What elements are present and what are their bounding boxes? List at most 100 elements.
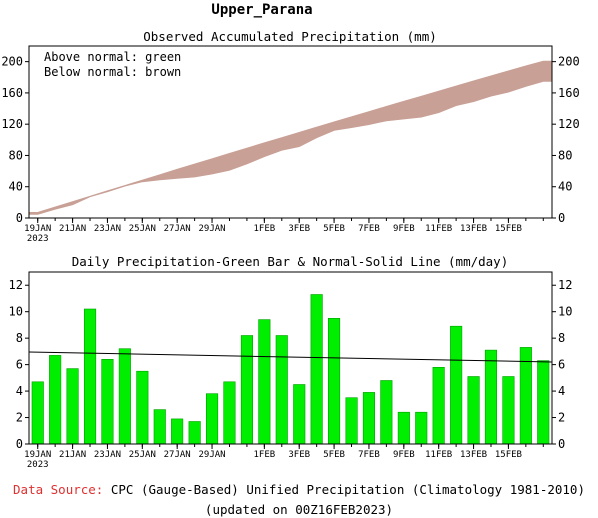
x-tick-label: 7FEB bbox=[358, 224, 380, 234]
y-tick-label-right: 8 bbox=[558, 331, 565, 345]
x-tick-label: 3FEB bbox=[288, 450, 310, 460]
x-tick-label: 5FEB bbox=[323, 224, 345, 234]
daily-bar bbox=[118, 348, 131, 445]
daily-bar bbox=[327, 317, 341, 445]
y-tick-label-left: 6 bbox=[16, 358, 23, 372]
y-tick-label-left: 2 bbox=[16, 411, 23, 425]
daily-bar bbox=[223, 381, 236, 445]
daily-bar bbox=[380, 380, 393, 445]
source-label: Data Source: bbox=[13, 482, 103, 497]
daily-chart-title: Daily Precipitation-Green Bar & Normal-S… bbox=[72, 254, 509, 269]
x-tick-label: 25JAN bbox=[129, 224, 156, 234]
x-tick-label: 29JAN bbox=[199, 224, 226, 234]
y-tick-label-left: 10 bbox=[9, 305, 23, 319]
y-tick-label-left: 40 bbox=[9, 180, 23, 194]
x-tick-label: 13FEB bbox=[460, 450, 487, 460]
x-tick-label: 9FEB bbox=[393, 450, 415, 460]
y-tick-label-left: 80 bbox=[9, 148, 23, 162]
daily-bar bbox=[101, 358, 114, 445]
daily-bar bbox=[188, 421, 201, 445]
y-tick-label-right: 6 bbox=[558, 358, 565, 372]
normal-line bbox=[28, 351, 553, 363]
x-tick-label: 11FEB bbox=[425, 450, 452, 460]
daily-bar bbox=[84, 308, 97, 445]
x-tick-label: 25JAN bbox=[129, 450, 156, 460]
x-tick-label: 11FEB bbox=[425, 224, 452, 234]
y-tick-label-right: 0 bbox=[558, 211, 565, 225]
y-tick-label-left: 12 bbox=[9, 278, 23, 292]
y-tick-label-left: 8 bbox=[16, 331, 23, 345]
daily-bar bbox=[240, 335, 253, 445]
daily-bar bbox=[136, 370, 149, 445]
x-tick-label: 1FEB bbox=[254, 224, 276, 234]
daily-bar bbox=[397, 411, 410, 445]
daily-plot-frame bbox=[28, 271, 553, 445]
y-tick-label-right: 40 bbox=[558, 180, 572, 194]
x-tick-label: 29JAN bbox=[199, 450, 226, 460]
x-tick-label: 27JAN bbox=[164, 224, 191, 234]
y-tick-label-left: 200 bbox=[1, 55, 23, 69]
daily-bar bbox=[206, 393, 219, 445]
daily-bar bbox=[258, 319, 271, 445]
daily-precip-chart: Daily Precipitation-Green Bar & Normal-S… bbox=[9, 254, 573, 470]
y-tick-label-right: 200 bbox=[558, 55, 580, 69]
x-tick-label: 23JAN bbox=[94, 224, 121, 234]
accumulated-chart-title: Observed Accumulated Precipitation (mm) bbox=[143, 29, 437, 44]
x-tick-label: 21JAN bbox=[59, 224, 86, 234]
accumulated-axes: 0 0 40 40 80 80 120 120 160 160 200 200 19JAN 21JAN 23… bbox=[1, 55, 579, 244]
daily-bar bbox=[345, 397, 358, 445]
daily-bar bbox=[275, 335, 288, 445]
y-tick-label-left: 4 bbox=[16, 384, 23, 398]
daily-bar bbox=[484, 349, 498, 445]
x-tick-label: 7FEB bbox=[358, 450, 380, 460]
daily-bar bbox=[432, 366, 445, 445]
footer-source: Data Source: CPC (Gauge-Based) Unified P… bbox=[13, 482, 585, 497]
daily-bar bbox=[66, 368, 79, 445]
y-tick-label-left: 0 bbox=[16, 211, 23, 225]
y-tick-label-left: 120 bbox=[1, 117, 23, 131]
x-tick-label: 15FEB bbox=[495, 450, 522, 460]
y-tick-label-right: 160 bbox=[558, 86, 580, 100]
daily-bar bbox=[153, 409, 166, 445]
accumulated-plot-frame bbox=[28, 45, 553, 219]
y-tick-label-right: 120 bbox=[558, 117, 580, 131]
y-tick-label-left: 0 bbox=[16, 437, 23, 451]
daily-bar bbox=[293, 384, 306, 445]
daily-bar bbox=[415, 411, 428, 445]
source-text: CPC (Gauge-Based) Unified Precipitation … bbox=[111, 482, 585, 497]
x-tick-label: 21JAN bbox=[59, 450, 86, 460]
daily-bar bbox=[502, 376, 515, 445]
x-year-label: 2023 bbox=[27, 234, 49, 244]
annotation-above-normal: Above normal: green bbox=[44, 50, 181, 64]
y-tick-label-right: 4 bbox=[558, 384, 565, 398]
x-tick-label: 27JAN bbox=[164, 450, 191, 460]
x-tick-label: 3FEB bbox=[288, 224, 310, 234]
x-tick-label: 5FEB bbox=[323, 450, 345, 460]
y-tick-label-right: 80 bbox=[558, 148, 572, 162]
daily-bar bbox=[49, 355, 62, 445]
accumulated-difference-area bbox=[28, 60, 553, 215]
x-tick-label: 9FEB bbox=[393, 224, 415, 234]
y-tick-label-left: 160 bbox=[1, 86, 23, 100]
daily-bar bbox=[362, 392, 376, 445]
x-tick-label: 19JAN bbox=[24, 450, 51, 460]
x-year-label: 2023 bbox=[27, 460, 49, 470]
x-tick-label: 15FEB bbox=[495, 224, 522, 234]
updated-text: (updated on 00Z16FEB2023) bbox=[205, 502, 393, 517]
daily-bar bbox=[537, 360, 550, 445]
y-tick-label-right: 2 bbox=[558, 411, 565, 425]
x-tick-label: 19JAN bbox=[24, 224, 51, 234]
page-title: Upper_Parana bbox=[211, 2, 312, 18]
daily-bar bbox=[31, 381, 44, 445]
daily-bar bbox=[450, 325, 463, 445]
daily-bar bbox=[171, 418, 184, 445]
daily-bar bbox=[467, 376, 480, 445]
y-tick-label-right: 10 bbox=[558, 305, 572, 319]
accumulated-precip-chart: Observed Accumulated Precipitation (mm) … bbox=[1, 29, 579, 244]
x-tick-label: 13FEB bbox=[460, 224, 487, 234]
daily-axes: 0 0 2 2 4 4 6 6 8 8 10 10 12 12 19JAN 21JAN 23JAN 25JAN 27… bbox=[9, 278, 573, 470]
x-tick-label: 1FEB bbox=[254, 450, 276, 460]
daily-bars bbox=[31, 294, 550, 445]
y-tick-label-right: 0 bbox=[558, 437, 565, 451]
